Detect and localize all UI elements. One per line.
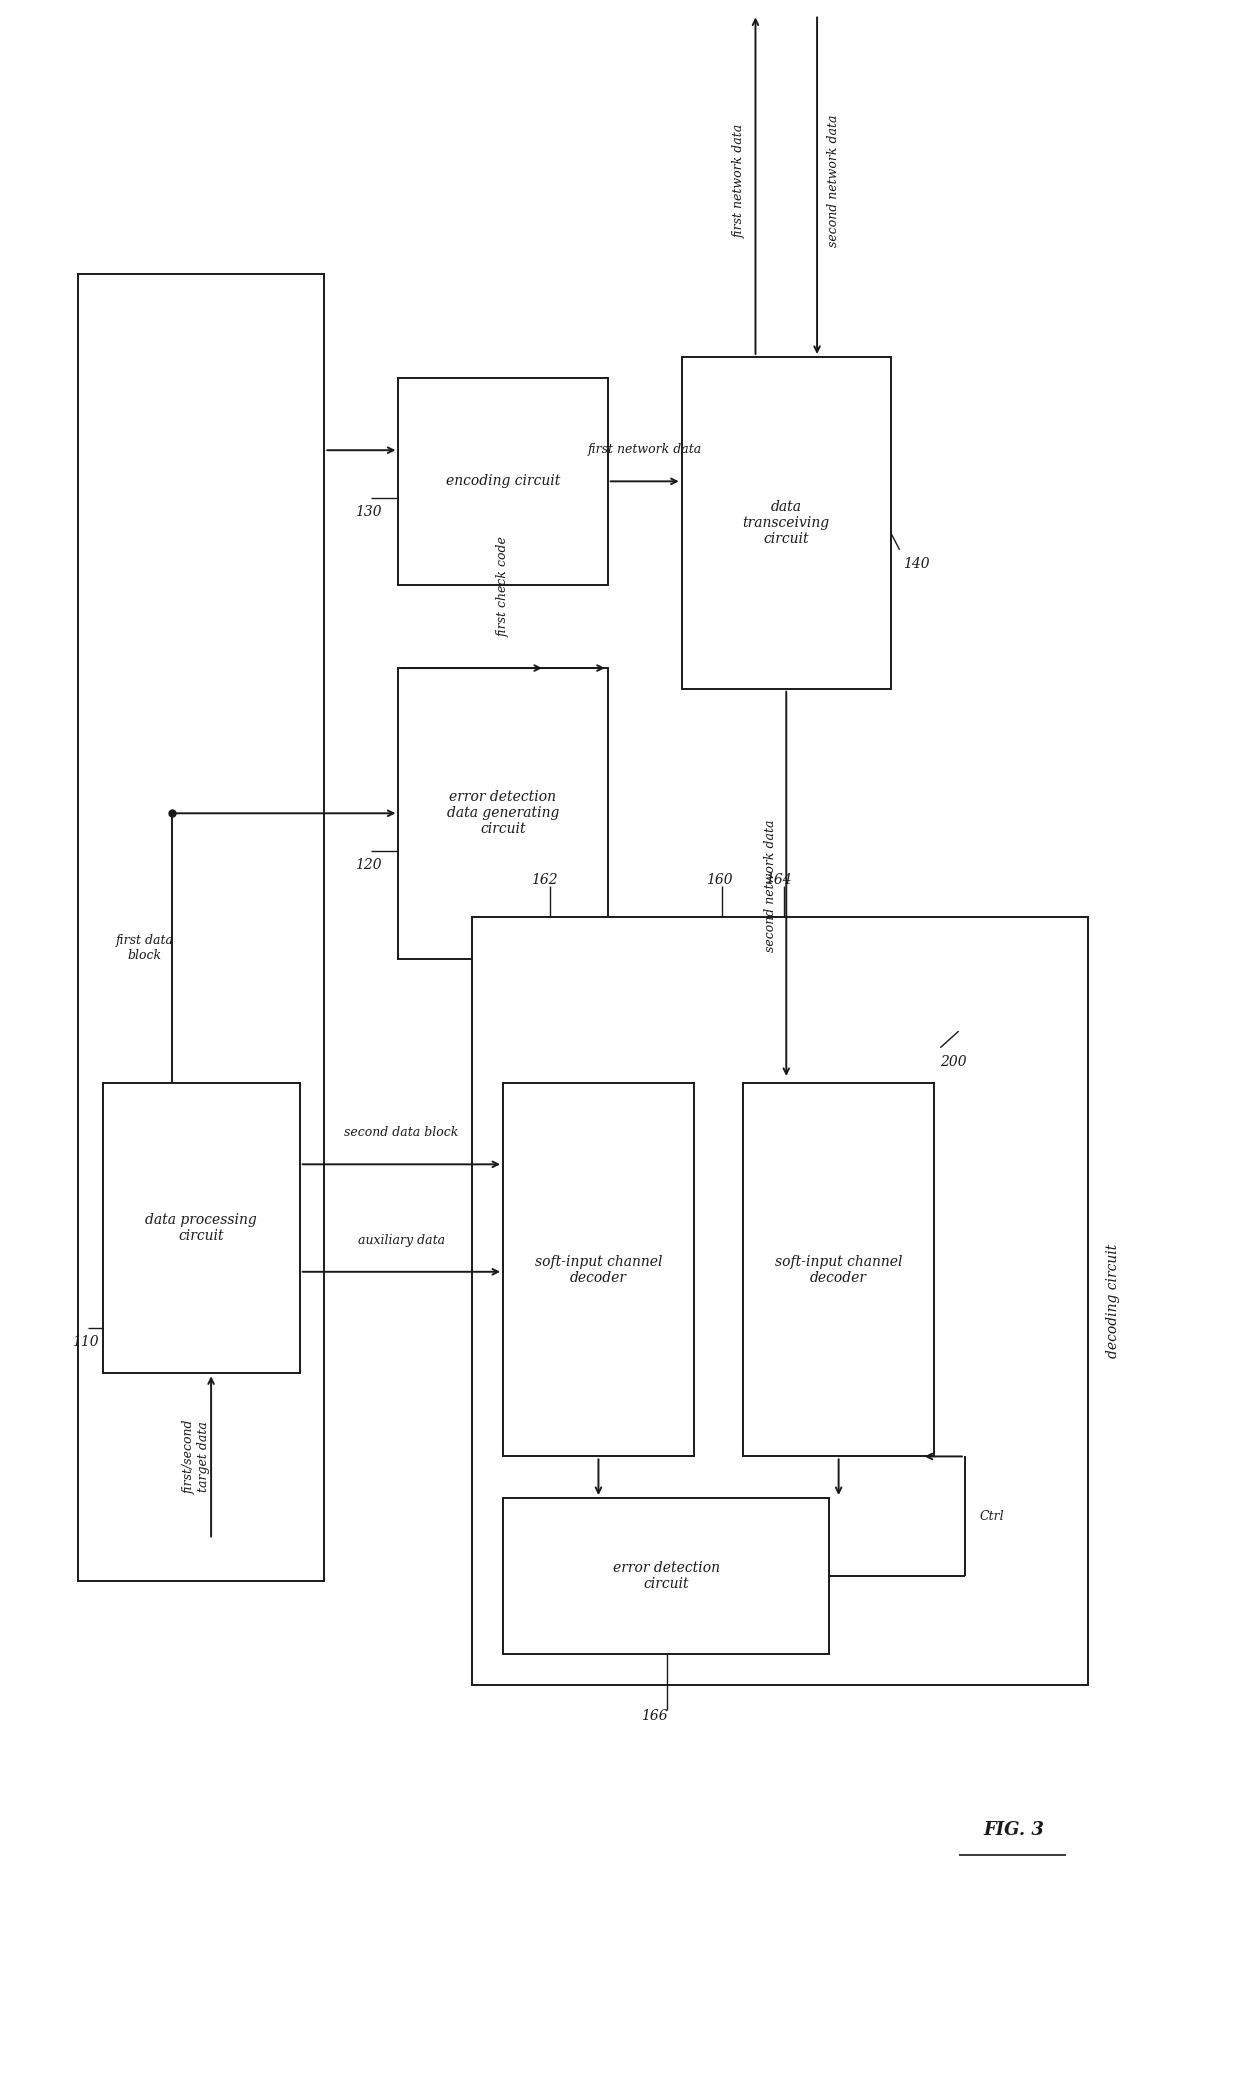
Text: 166: 166 <box>641 1708 668 1723</box>
Text: first/second
target data: first/second target data <box>182 1419 211 1494</box>
Bar <box>398 377 608 585</box>
Text: 162: 162 <box>531 873 558 887</box>
Text: decoding circuit: decoding circuit <box>1106 1244 1120 1358</box>
Text: soft-input channel
decoder: soft-input channel decoder <box>534 1254 662 1285</box>
Text: data processing
circuit: data processing circuit <box>145 1212 257 1244</box>
Text: data
transceiving
circuit: data transceiving circuit <box>743 500 830 546</box>
Text: second network data: second network data <box>764 819 776 952</box>
Text: soft-input channel
decoder: soft-input channel decoder <box>775 1254 903 1285</box>
Bar <box>472 917 1087 1685</box>
Text: error detection
circuit: error detection circuit <box>613 1560 719 1591</box>
Text: second data block: second data block <box>345 1127 459 1139</box>
Text: 164: 164 <box>765 873 792 887</box>
Text: 110: 110 <box>72 1335 98 1350</box>
Text: error detection
data generating
circuit: error detection data generating circuit <box>446 789 559 837</box>
Text: 120: 120 <box>355 858 382 873</box>
Bar <box>503 1083 694 1456</box>
Text: first network data: first network data <box>588 444 702 456</box>
Bar <box>503 1498 830 1654</box>
Text: first check code: first check code <box>496 535 510 637</box>
Text: FIG. 3: FIG. 3 <box>983 1821 1044 1839</box>
Bar <box>103 1083 300 1373</box>
Text: first network data: first network data <box>733 123 746 237</box>
Text: 130: 130 <box>355 506 382 519</box>
Text: 140: 140 <box>903 558 930 571</box>
Bar <box>743 1083 934 1456</box>
Text: 200: 200 <box>940 1056 967 1069</box>
Text: first data
block: first data block <box>115 933 174 962</box>
Bar <box>398 669 608 958</box>
Text: second network data: second network data <box>827 115 839 246</box>
Text: Ctrl: Ctrl <box>980 1510 1004 1523</box>
Bar <box>78 273 325 1581</box>
Text: encoding circuit: encoding circuit <box>446 475 560 487</box>
Text: auxiliary data: auxiliary data <box>358 1233 445 1248</box>
Text: 160: 160 <box>707 873 733 887</box>
Bar <box>682 356 892 689</box>
